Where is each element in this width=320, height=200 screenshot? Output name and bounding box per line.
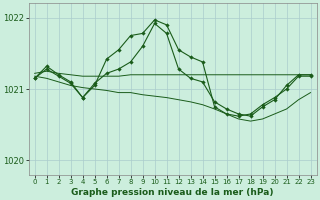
X-axis label: Graphe pression niveau de la mer (hPa): Graphe pression niveau de la mer (hPa) [71, 188, 274, 197]
